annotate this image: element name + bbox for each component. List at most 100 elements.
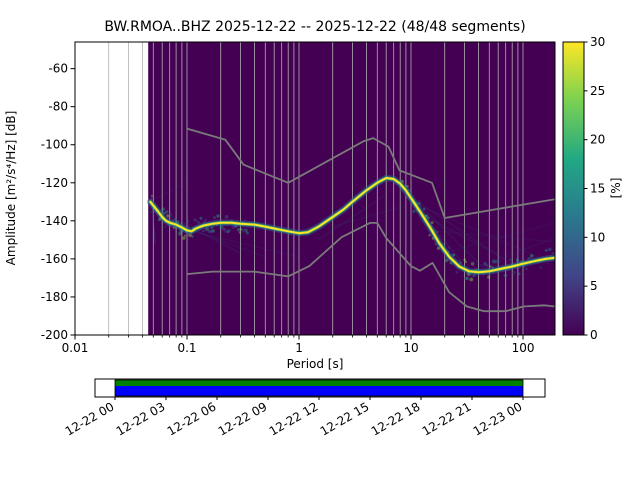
y-axis-label: Amplitude [m²/s⁴/Hz] [dB]: [4, 111, 18, 266]
psd-spread-streak: [419, 212, 499, 256]
psd-speckle: [152, 213, 155, 216]
psd-speckle: [503, 274, 507, 277]
nhnm-curve: [186, 127, 555, 219]
y-tick-label: -160: [41, 252, 68, 266]
psd-speckle: [492, 259, 497, 264]
timeline-tick-label: 12-23 00: [471, 399, 525, 438]
psd-speckle: [240, 228, 243, 231]
psd-speckle: [458, 259, 461, 262]
colorbar-gradient: [563, 42, 584, 335]
psd-spread-streak: [152, 182, 188, 201]
psd-speckle: [244, 228, 248, 232]
psd-spread-streak: [430, 229, 555, 243]
timeline-coverage-border: [114, 379, 524, 397]
plot-title: BW.RMOA..BHZ 2025-12-22 -- 2025-12-22 (4…: [104, 19, 525, 35]
colorbar-layer: 0 5 10 15 20 25 30: [562, 35, 605, 342]
x-tick-label: 10: [403, 341, 418, 355]
histogram-layer: [148, 42, 555, 335]
psd-speckle: [223, 228, 228, 233]
psd-speckle: [547, 247, 552, 252]
y-tick-label: -60: [48, 62, 68, 76]
psd-speckle: [552, 252, 555, 255]
x-tick-label: 1: [295, 341, 303, 355]
colorbar-tick-label: 25: [590, 84, 605, 98]
timeline-coverage-green: [115, 380, 523, 386]
psd-speckle: [164, 225, 167, 228]
psd-speckle: [539, 266, 542, 269]
psd-speckle: [495, 259, 500, 264]
psd-speckle: [184, 234, 187, 237]
timeline-coverage-blue: [115, 386, 523, 396]
psd-speckle: [522, 271, 524, 274]
psd-speckle: [448, 246, 451, 249]
colorbar-label: [%]: [609, 178, 623, 199]
psd-speckle: [527, 257, 530, 260]
psd-speckle: [178, 231, 183, 236]
axes-layer: 0.01 0.1 1 10 100 -200 -180 -160 -140 -120 -100 -80…: [41, 41, 556, 355]
timeline-tick-label: 12-22 09: [216, 399, 270, 438]
psd-speckle: [219, 226, 222, 230]
timeline-tick-label: 12-22 15: [318, 399, 372, 438]
psd-speckle: [430, 221, 434, 224]
timeline-tick-label: 12-22 21: [420, 399, 474, 438]
psd-speckle: [224, 214, 229, 219]
psd-speckle: [211, 229, 215, 233]
psd-speckle: [423, 207, 426, 211]
colorbar-tick-label: 0: [590, 328, 598, 342]
colorbar-tick-label: 5: [590, 279, 598, 293]
psd-speckle: [151, 195, 153, 197]
psd-speckle: [464, 260, 468, 264]
timeline-tick-label: 12-22 00: [63, 399, 117, 438]
y-tick-label: -120: [41, 176, 68, 190]
psd-speckle: [525, 267, 528, 270]
psd-speckle: [227, 229, 231, 232]
psd-spread-streak: [464, 237, 555, 273]
psd-speckle: [197, 221, 200, 224]
psd-speckle: [547, 262, 549, 265]
psd-speckle: [483, 261, 487, 266]
psd-spread-streak: [195, 231, 300, 258]
mode-curve: [149, 177, 555, 274]
psd-speckle: [237, 227, 241, 232]
axes-spine: [74, 41, 556, 336]
psd-spread-streak: [444, 222, 555, 254]
timeline-tick-label: 12-22 18: [369, 399, 423, 438]
psd-spread-streak: [332, 204, 407, 228]
psd-speckle: [530, 254, 534, 258]
psd-speckle: [205, 218, 207, 221]
psd-speckle: [150, 211, 152, 213]
psd-speckle: [195, 219, 198, 222]
psd-speckle: [471, 262, 474, 265]
psd-speckle: [428, 234, 431, 237]
x-tick-label: 0.1: [177, 341, 196, 355]
y-tick-label: -80: [48, 100, 68, 114]
psd-histogram-background: [148, 42, 555, 335]
psd-speckle: [221, 227, 225, 231]
psd-speckle: [455, 270, 459, 274]
psd-speckle: [528, 256, 532, 260]
psd-speckle: [544, 249, 548, 252]
psd-speckle: [511, 270, 516, 275]
psd-speckle: [461, 274, 463, 277]
psd-speckle: [216, 214, 220, 218]
colorbar-tick-label: 10: [590, 230, 605, 244]
psd-speckle: [463, 258, 467, 262]
psd-speckle: [231, 226, 234, 230]
psd-speckle: [161, 207, 165, 211]
psd-speckle: [223, 228, 225, 230]
psd-speckle: [515, 258, 520, 262]
psd-speckle: [470, 262, 475, 266]
psd-speckle: [187, 225, 190, 228]
colorbar-tick-label: 20: [590, 133, 605, 147]
psd-spread-layer: [150, 180, 555, 273]
psd-speckle: [241, 228, 246, 233]
psd-speckle: [238, 231, 242, 234]
psd-speckle: [412, 209, 416, 213]
psd-speckle: [487, 275, 491, 279]
psd-speckle: [208, 229, 213, 234]
psd-speckle: [485, 264, 489, 267]
colorbar-tick-label: 15: [590, 182, 605, 196]
